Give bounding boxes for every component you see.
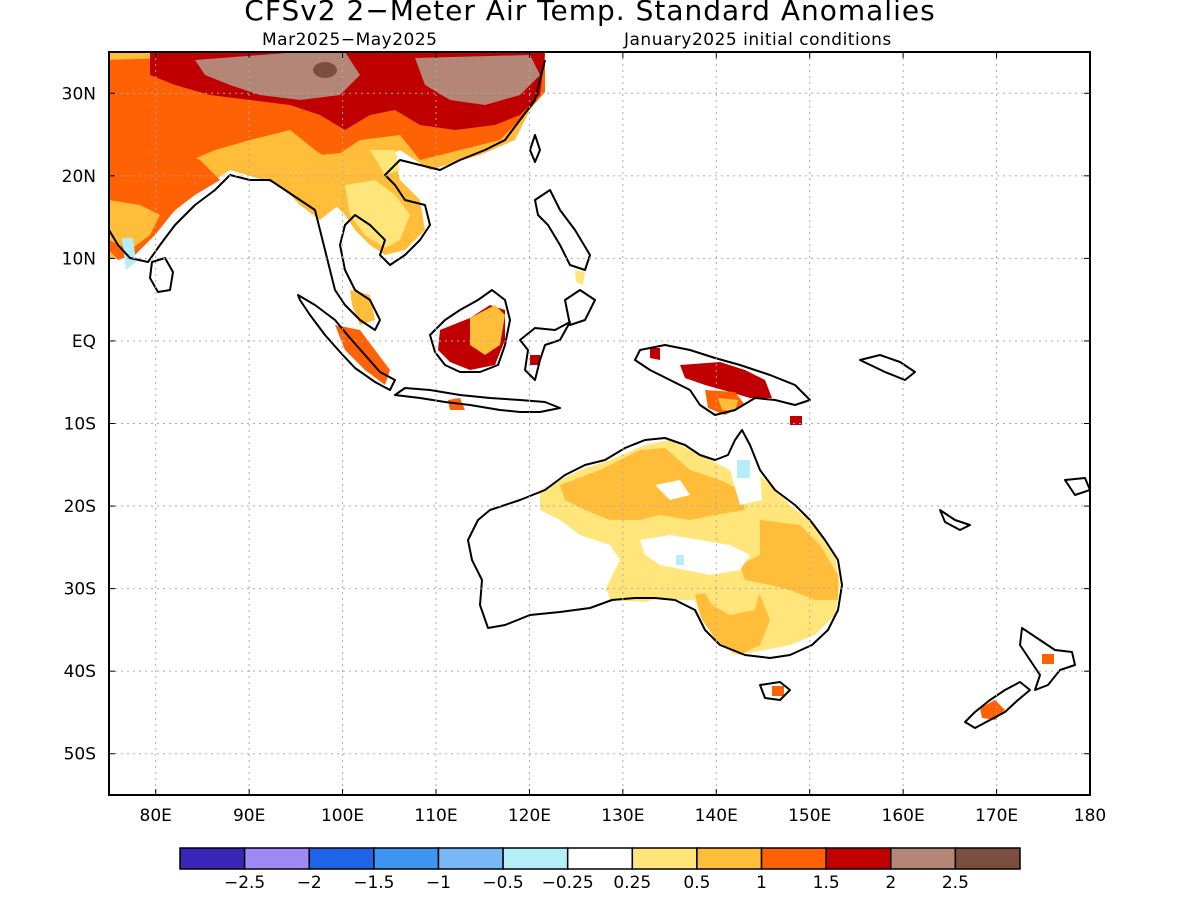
colorbar-label: 2 bbox=[885, 873, 896, 893]
anomaly-region bbox=[772, 686, 784, 696]
lon-label: 150E bbox=[788, 806, 831, 826]
anomaly-region bbox=[575, 270, 585, 285]
borneo-coastline bbox=[429, 289, 511, 373]
anomaly-region bbox=[530, 355, 540, 365]
anomaly-region bbox=[415, 55, 540, 105]
tasmania-coastline bbox=[759, 681, 791, 701]
colorbar-swatch bbox=[373, 847, 440, 870]
lat-label: 20N bbox=[62, 167, 96, 187]
colorbar-label: 1 bbox=[756, 873, 767, 893]
colorbar-label: −2.5 bbox=[224, 873, 265, 893]
anomaly-region bbox=[313, 62, 337, 78]
anomaly-region bbox=[560, 448, 745, 520]
colorbar-label: 0.25 bbox=[613, 873, 651, 893]
lat-label: 30S bbox=[64, 580, 96, 600]
colorbar bbox=[179, 847, 1021, 870]
lat-label: 10S bbox=[64, 415, 96, 435]
lon-label: 110E bbox=[414, 806, 457, 826]
asia-coastline bbox=[109, 59, 546, 331]
chart-title: CFSv2 2−Meter Air Temp. Standard Anomali… bbox=[244, 0, 936, 27]
lon-label: 100E bbox=[321, 806, 364, 826]
lat-label: 50S bbox=[64, 745, 96, 765]
lat-label: 30N bbox=[62, 84, 96, 104]
colorbar-swatch bbox=[308, 847, 375, 870]
colorbar-labels: −2.5 −2 −1.5 −1 −0.5 −0.25 0.25 0.5 1 1.5 2 2.5 bbox=[224, 873, 969, 893]
anomaly-region bbox=[680, 362, 772, 398]
colorbar-label: 2.5 bbox=[942, 873, 969, 893]
colorbar-label: −1 bbox=[426, 873, 451, 893]
colorbar-swatch bbox=[566, 847, 634, 870]
fiji-coastline bbox=[1064, 477, 1090, 496]
anomaly-region bbox=[109, 200, 160, 250]
anomaly-region bbox=[655, 480, 690, 500]
colorbar-swatch bbox=[954, 847, 1021, 870]
mindanao-coastline bbox=[564, 289, 596, 326]
lon-label: 80E bbox=[140, 806, 172, 826]
nz-south-island-coastline bbox=[964, 681, 1031, 729]
java-coastline bbox=[394, 387, 561, 413]
colorbar-swatch bbox=[696, 847, 763, 870]
gridlines bbox=[109, 52, 1090, 795]
colorbar-swatch bbox=[179, 847, 246, 870]
colorbar-label: 0.5 bbox=[683, 873, 710, 893]
longitude-labels: 80E 90E 100E 110E 120E 130E 140E 150E 160E 170E 18… bbox=[140, 806, 1107, 826]
sulawesi-coastline bbox=[519, 321, 571, 381]
anomaly-region bbox=[650, 348, 660, 360]
new-caledonia-coastline bbox=[939, 509, 971, 531]
anomaly-region bbox=[335, 325, 390, 385]
australia-coastline bbox=[467, 429, 843, 659]
solomon-coastline bbox=[859, 354, 916, 381]
lat-label: 20S bbox=[64, 497, 96, 517]
colorbar-label: −0.5 bbox=[482, 873, 523, 893]
anomaly-region bbox=[790, 416, 802, 425]
anomaly-region bbox=[718, 398, 738, 412]
colorbar-swatch bbox=[890, 847, 957, 870]
colorbar-label: −2 bbox=[297, 873, 322, 893]
anomaly-region bbox=[740, 520, 838, 600]
anomaly-region bbox=[122, 238, 136, 270]
colorbar-swatch bbox=[631, 847, 698, 870]
anomaly-region bbox=[1042, 654, 1054, 664]
nz-north-island-coastline bbox=[1019, 627, 1076, 691]
colorbar-swatch bbox=[243, 847, 310, 870]
lat-label: EQ bbox=[72, 332, 96, 352]
colorbar-label: −0.25 bbox=[542, 873, 594, 893]
anomaly-region bbox=[730, 470, 762, 505]
colorbar-swatch bbox=[825, 847, 892, 870]
coastlines bbox=[109, 59, 1090, 729]
anomaly-region bbox=[470, 305, 505, 355]
lon-label: 180 bbox=[1074, 806, 1106, 826]
colorbar-label: −1.5 bbox=[353, 873, 394, 893]
sumatra-coastline bbox=[297, 294, 396, 391]
anomaly-region bbox=[737, 460, 750, 478]
lon-label: 170E bbox=[975, 806, 1018, 826]
lon-label: 140E bbox=[695, 806, 738, 826]
anomaly-fields bbox=[109, 52, 1090, 729]
anomaly-region bbox=[640, 535, 750, 575]
lon-label: 160E bbox=[882, 806, 925, 826]
taiwan-coastline bbox=[529, 134, 541, 163]
forecast-period: Mar2025−May2025 bbox=[262, 30, 438, 50]
colorbar-swatch bbox=[760, 847, 827, 870]
colorbar-swatch bbox=[502, 847, 569, 870]
lat-label: 40S bbox=[64, 662, 96, 682]
colorbar-label: 1.5 bbox=[813, 873, 840, 893]
new-guinea-coastline bbox=[634, 344, 811, 416]
axis-ticks bbox=[109, 52, 1091, 795]
anomaly-region bbox=[345, 180, 410, 248]
philippines-coastline bbox=[534, 189, 591, 271]
initial-conditions: January2025 initial conditions bbox=[624, 30, 892, 50]
lon-label: 130E bbox=[601, 806, 644, 826]
lat-label: 10N bbox=[62, 249, 96, 269]
latitude-labels: 30N 20N 10N EQ 10S 20S 30S 40S 50S bbox=[62, 84, 96, 764]
anomaly-region bbox=[676, 555, 684, 565]
lon-label: 90E bbox=[233, 806, 265, 826]
lon-label: 120E bbox=[508, 806, 551, 826]
colorbar-swatch bbox=[437, 847, 504, 870]
